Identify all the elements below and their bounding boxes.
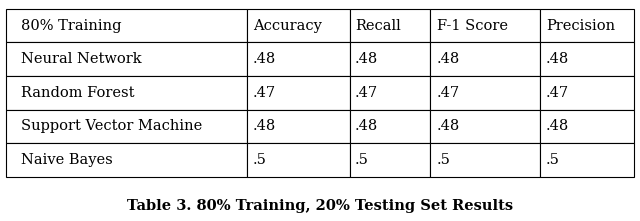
Text: Table 3. 80% Training, 20% Testing Set Results: Table 3. 80% Training, 20% Testing Set R… — [127, 198, 513, 213]
